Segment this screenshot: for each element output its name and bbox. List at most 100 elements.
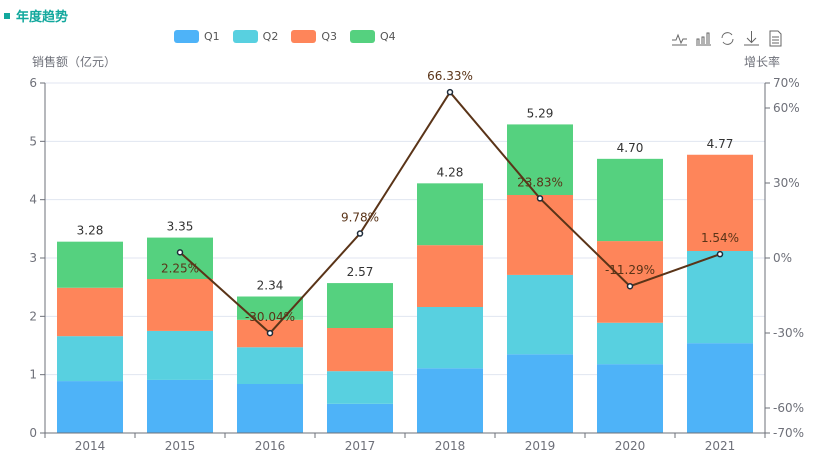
total-label: 3.28 [77, 224, 104, 238]
growth-label: 1.54% [701, 231, 739, 245]
total-label: 4.70 [617, 141, 644, 155]
title-marker-icon [4, 12, 10, 19]
bar-q2-2020 [597, 322, 663, 365]
y-tick-label: 3 [29, 251, 37, 265]
legend-label: Q1 [204, 30, 220, 43]
x-tick-label: 2019 [525, 439, 556, 453]
bar-q1-2015 [147, 379, 213, 433]
growth-label: 9.78% [341, 211, 379, 225]
bar-q2-2021 [687, 251, 753, 344]
bar-q1-2020 [597, 364, 663, 433]
growth-label: -30.04% [245, 310, 295, 324]
bar-q1-2021 [687, 343, 753, 433]
data-view-icon[interactable] [767, 30, 784, 47]
total-label: 4.28 [437, 165, 464, 179]
x-tick-label: 2020 [615, 439, 646, 453]
bar-q4-2017 [327, 283, 393, 328]
bar-q2-2018 [417, 307, 483, 369]
legend-label: Q2 [262, 30, 279, 43]
x-tick-label: 2018 [435, 439, 466, 453]
growth-point [266, 329, 274, 337]
bar-q1-2019 [507, 354, 573, 433]
growth-label: 23.83% [517, 175, 563, 189]
growth-label: 2.25% [161, 261, 199, 275]
bar-q3-2019 [507, 195, 573, 275]
bar-q2-2017 [327, 371, 393, 404]
growth-line [179, 90, 721, 335]
toolbox [671, 30, 784, 47]
y-tick-label: 6 [29, 76, 37, 90]
y-tick-label: 4 [29, 193, 37, 207]
x-tick-label: 2017 [345, 439, 376, 453]
chart-title: 年度趋势 [4, 6, 68, 25]
download-icon[interactable] [743, 30, 760, 47]
bar-q2-2015 [147, 330, 213, 380]
restore-icon[interactable] [719, 30, 736, 47]
bar-q4-2018 [417, 183, 483, 246]
bar-q1-2018 [417, 368, 483, 433]
line-view-icon[interactable] [671, 30, 688, 47]
y2-tick-label: -70% [773, 426, 804, 440]
y-axis-label: 销售额（亿元） [32, 54, 116, 69]
x-tick-label: 2021 [705, 439, 736, 453]
legend: Q1 Q2 Q3 Q4 [174, 30, 409, 43]
bar-q1-2017 [327, 403, 393, 433]
bar-q4-2015 [147, 237, 213, 279]
bar-q4-2020 [597, 158, 663, 242]
legend-item-q4[interactable]: Q4 [350, 30, 396, 43]
legend-swatch [350, 30, 376, 43]
bar-q3-2018 [417, 245, 483, 307]
legend-item-q2[interactable]: Q2 [232, 30, 279, 43]
total-label: 2.57 [347, 265, 374, 279]
growth-label: 66.33% [427, 69, 473, 83]
y-tick-label: 0 [29, 426, 37, 440]
legend-swatch [232, 30, 258, 43]
y2-tick-label: 30% [773, 176, 800, 190]
growth-point [356, 230, 364, 237]
y-tick-label: 5 [29, 134, 37, 148]
y2-tick-label: -30% [773, 326, 804, 340]
bar-q3-2014 [57, 287, 123, 337]
total-label: 5.29 [527, 106, 554, 120]
bar-q1-2016 [237, 384, 303, 433]
y2-tick-label: 60% [773, 101, 800, 115]
x-tick-label: 2015 [165, 439, 196, 453]
bar-q2-2019 [507, 274, 573, 355]
growth-point [716, 250, 724, 258]
growth-point [626, 282, 634, 290]
total-label: 4.77 [707, 137, 734, 151]
y2-tick-label: 0% [773, 251, 792, 265]
bar-q4-2019 [507, 124, 573, 195]
bar-q4-2014 [57, 241, 123, 288]
y2-axis-label: 增长率 [744, 54, 780, 69]
x-tick-label: 2016 [255, 439, 286, 453]
legend-item-q1[interactable]: Q1 [174, 30, 220, 43]
bar-q4-2016 [237, 296, 303, 320]
growth-label: -11.29% [605, 263, 655, 277]
growth-point [446, 88, 454, 96]
legend-swatch [174, 30, 199, 43]
bar-q2-2016 [237, 347, 303, 384]
legend-item-q3[interactable]: Q3 [291, 30, 337, 43]
x-tick-label: 2014 [75, 439, 106, 453]
bar-q3-2021 [687, 154, 753, 251]
total-label: 2.34 [257, 279, 284, 293]
bar-view-icon[interactable] [695, 30, 712, 47]
bar-q2-2014 [57, 336, 123, 382]
legend-label: Q3 [321, 30, 338, 43]
bar-q3-2016 [237, 319, 303, 348]
y-tick-label: 2 [29, 309, 37, 323]
y2-tick-label: -60% [773, 401, 804, 415]
bar-q1-2014 [57, 381, 123, 433]
total-label: 3.35 [167, 220, 194, 234]
legend-label: Q4 [380, 30, 396, 43]
bar-q3-2015 [147, 279, 213, 331]
bar-q3-2017 [327, 328, 393, 372]
y2-tick-label: 70% [773, 76, 800, 90]
growth-point [176, 249, 184, 256]
bar-q3-2020 [597, 241, 663, 323]
y-tick-label: 1 [29, 368, 37, 382]
growth-point [536, 195, 544, 202]
legend-swatch [291, 30, 317, 43]
